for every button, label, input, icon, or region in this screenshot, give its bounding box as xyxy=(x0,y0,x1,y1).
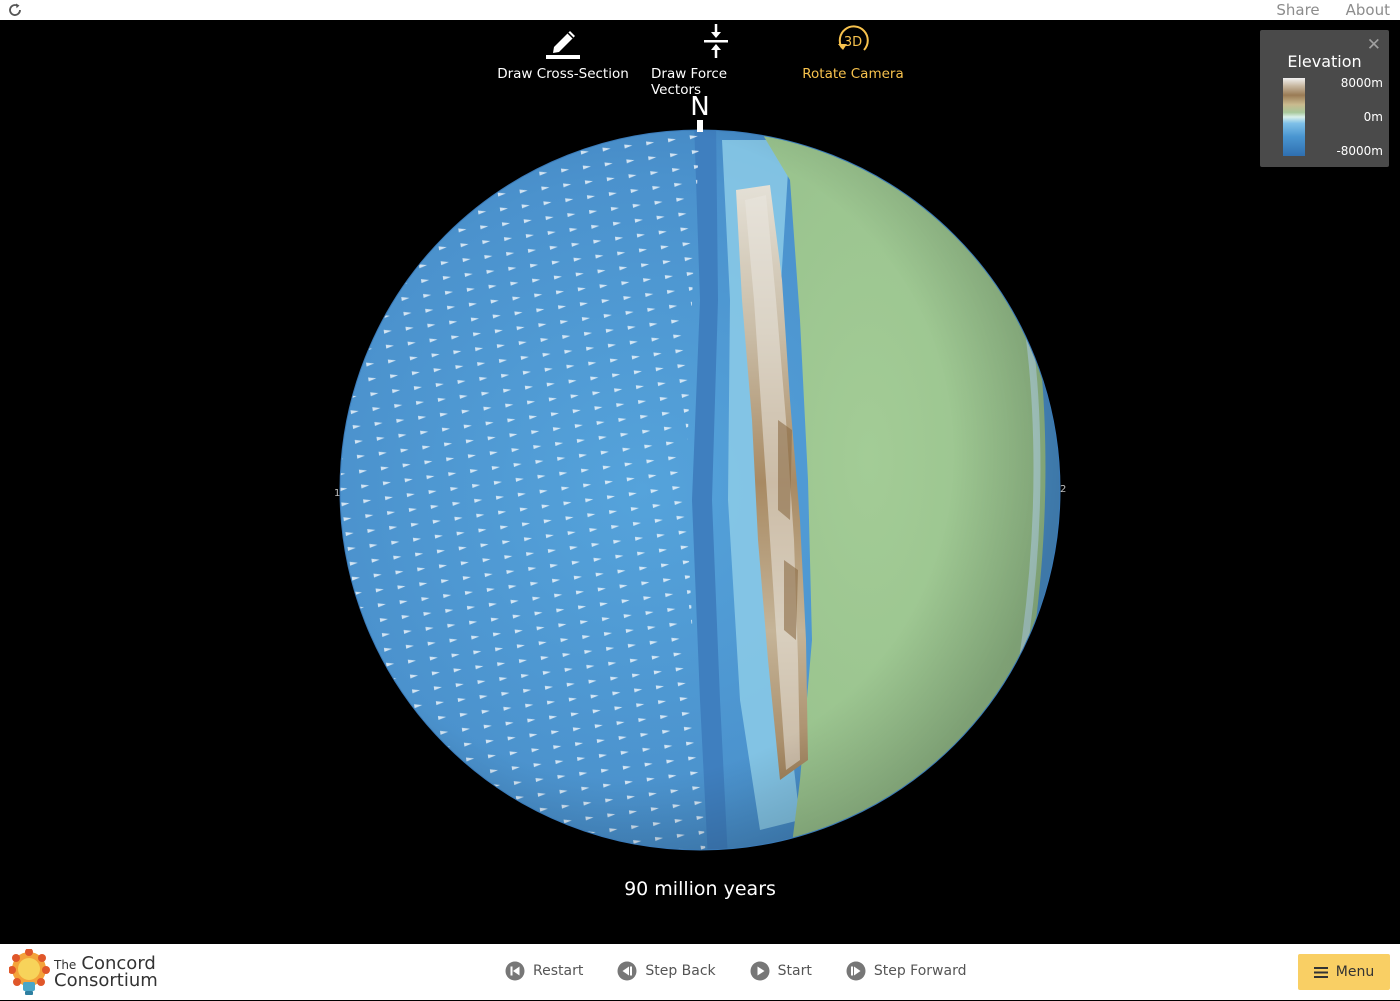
pencil-icon xyxy=(546,31,580,59)
top-bar: Share About xyxy=(0,0,1400,20)
step-back-label: Step Back xyxy=(645,963,716,979)
bottom-bar: The Concord Consortium Restart Step Back xyxy=(0,944,1400,1000)
right-marker-label: 2 xyxy=(1060,484,1067,495)
legend-min-label: -8000m xyxy=(1336,144,1383,158)
legend-title: Elevation xyxy=(1287,52,1362,71)
lightbulb-logo-icon xyxy=(8,948,50,995)
step-forward-icon xyxy=(846,961,866,981)
start-label: Start xyxy=(777,963,812,979)
rotate-3d-text: 3D xyxy=(844,35,862,50)
step-forward-button[interactable]: Step Forward xyxy=(846,961,967,981)
start-button[interactable]: Start xyxy=(750,961,812,981)
restart-icon xyxy=(505,961,525,981)
draw-force-vectors-button[interactable]: Draw Force Vectors xyxy=(651,22,781,98)
menu-label: Menu xyxy=(1335,964,1375,980)
step-back-icon xyxy=(617,961,637,981)
draw-cross-section-label: Draw Cross-Section xyxy=(497,66,629,82)
north-label: N xyxy=(690,92,710,122)
reload-icon[interactable] xyxy=(7,2,23,18)
restart-label: Restart xyxy=(533,963,584,979)
step-back-button[interactable]: Step Back xyxy=(617,961,716,981)
elevation-legend: ✕ Elevation 8000m 0m -8000m xyxy=(1260,30,1389,167)
about-link[interactable]: About xyxy=(1345,1,1390,19)
time-label: 90 million years xyxy=(624,878,776,900)
legend-max-label: 8000m xyxy=(1340,76,1383,90)
globe-canvas[interactable] xyxy=(0,0,1400,940)
playback-controls: Restart Step Back Start Step Forward xyxy=(505,961,1001,981)
globe-viewport[interactable]: N 1 2 xyxy=(0,0,1400,940)
rotate-camera-label: Rotate Camera xyxy=(802,66,904,82)
north-pole-marker xyxy=(697,120,703,132)
menu-button[interactable]: Menu xyxy=(1298,954,1390,990)
force-arrows-icon xyxy=(704,24,728,58)
top-links: Share About xyxy=(1276,0,1390,20)
share-link[interactable]: Share xyxy=(1276,1,1320,19)
elevation-color-scale xyxy=(1283,78,1305,156)
rotate-3d-icon: 3D xyxy=(838,25,869,51)
logo-text: The Concord Consortium xyxy=(54,953,158,991)
left-marker-label: 1 xyxy=(334,488,341,499)
legend-mid-label: 0m xyxy=(1363,110,1383,124)
draw-cross-section-button[interactable]: Draw Cross-Section xyxy=(496,22,630,82)
play-icon xyxy=(750,961,770,981)
rotate-camera-button[interactable]: 3D Rotate Camera xyxy=(800,22,906,82)
restart-button[interactable]: Restart xyxy=(505,961,583,981)
draw-force-vectors-label: Draw Force Vectors xyxy=(651,66,728,98)
hamburger-icon xyxy=(1313,966,1328,978)
close-icon[interactable]: ✕ xyxy=(1366,35,1381,55)
concord-consortium-logo[interactable]: The Concord Consortium xyxy=(8,948,169,997)
step-forward-label: Step Forward xyxy=(873,963,967,979)
globe-shading xyxy=(340,130,1060,850)
